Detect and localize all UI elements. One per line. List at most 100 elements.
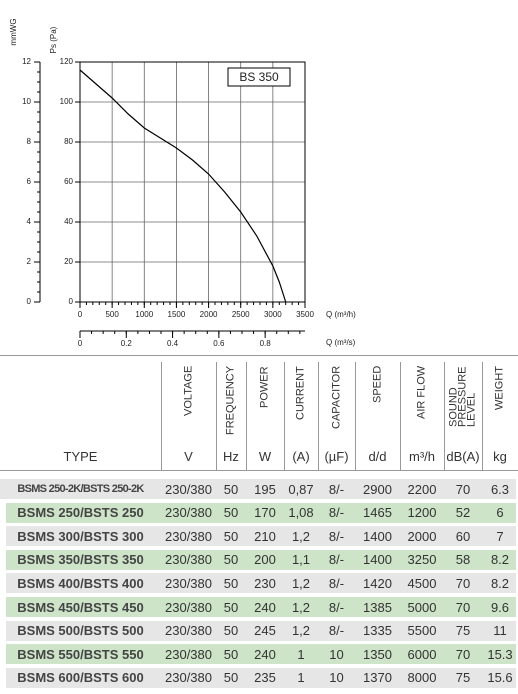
column-unit: m³/h (409, 448, 435, 464)
table-cell: 5500 (407, 623, 437, 639)
table-cell: 1,2 (291, 528, 311, 544)
table-cell: 230/380 (165, 552, 212, 568)
table-row (0, 479, 516, 499)
table-cell: 1,1 (291, 552, 311, 568)
y-tick-label: 40 (64, 217, 73, 226)
table-cell: 70 (455, 646, 471, 662)
divider (444, 362, 445, 470)
table-cell: 1,2 (291, 575, 311, 591)
divider (482, 362, 483, 470)
column-header: SOUND PRESSURE LEVEL (447, 366, 478, 427)
x-tick-label: 2000 (200, 310, 218, 319)
table-cell: 8.2 (490, 575, 510, 591)
table-cell: BSMS 250/BSTS 250 (17, 505, 144, 521)
table-cell: 1385 (363, 599, 392, 615)
rule (0, 470, 518, 471)
table-row (6, 597, 516, 617)
column-unit: Hz (223, 448, 239, 464)
x2-tick-label: 0.8 (260, 339, 272, 348)
table-cell: 1,08 (288, 505, 314, 521)
table-cell: 230 (254, 575, 276, 591)
y-tick-label: 120 (60, 57, 74, 66)
table-row (6, 644, 516, 665)
divider (161, 362, 162, 470)
x-label: Q (m³/h) (326, 310, 356, 319)
table-cell: 11 (493, 623, 507, 639)
y2-label: mmWG (9, 18, 18, 45)
table-cell: 8/- (328, 552, 345, 568)
column-header: AIR FLOW (415, 366, 428, 420)
column-header: FREQUENCY (224, 366, 237, 436)
column-unit: kg (493, 448, 507, 464)
table-cell: 1400 (363, 528, 392, 544)
table-cell: 1 (297, 670, 305, 686)
table-cell: 1200 (407, 505, 437, 521)
divider (355, 362, 356, 470)
table-cell: 230/380 (165, 623, 212, 639)
y-tick-label: 80 (64, 137, 73, 146)
table-cell: BSMS 300/BSTS 300 (17, 528, 144, 544)
table-cell: 6 (496, 505, 504, 521)
table-cell: BSMS 500/BSTS 500 (17, 623, 144, 639)
y2-tick-label: 6 (27, 177, 32, 186)
table-cell: 1,2 (291, 623, 311, 639)
table-cell: 2200 (407, 481, 437, 497)
table-cell: 75 (455, 670, 471, 686)
table-row (6, 526, 516, 547)
table-cell: BSMS 600/BSTS 600 (17, 670, 144, 686)
table-cell: 230/380 (165, 528, 212, 544)
table-cell: 2000 (407, 528, 437, 544)
table-cell: 50 (223, 552, 239, 568)
x-tick-label: 3500 (296, 310, 314, 319)
table-cell: 1335 (363, 623, 392, 639)
table-cell: 50 (223, 528, 239, 544)
x2-tick-label: 0.6 (213, 339, 225, 348)
column-header: CAPACITOR (330, 366, 342, 430)
y-label: Ps (Pa) (49, 26, 58, 53)
table-cell: 50 (223, 599, 239, 615)
chart: mmWG Ps (Pa) Q (m³/h) Q (m³/s) 020406080… (9, 18, 356, 348)
table-cell: 0,87 (288, 481, 314, 497)
divider (400, 362, 401, 470)
column-header: POWER (258, 366, 271, 408)
table-cell: BSMS 400/BSTS 400 (17, 575, 144, 591)
x-tick-label: 1000 (135, 310, 153, 319)
y2-tick-label: 8 (27, 137, 32, 146)
table-cell: 50 (223, 623, 239, 639)
x-tick-label: 1500 (168, 310, 186, 319)
table-cell: 1,2 (291, 599, 311, 615)
x2-tick-label: 0.4 (167, 339, 179, 348)
column-unit: d/d (368, 448, 387, 464)
column-unit: V (184, 448, 193, 464)
plot-frame (79, 61, 306, 303)
table-cell: BSMS 450/BSTS 450 (17, 599, 144, 615)
y-tick-label: 20 (64, 257, 73, 266)
x2-tick-label: 0.2 (121, 339, 133, 348)
table-cell: 8/- (328, 505, 345, 521)
y2-tick-label: 4 (27, 217, 32, 226)
table-cell: 8/- (328, 528, 345, 544)
table-cell: 50 (223, 505, 239, 521)
table-cell: 70 (455, 481, 471, 497)
table-cell: 9.6 (490, 599, 510, 615)
divider (318, 362, 319, 470)
column-header: CURRENT (294, 366, 307, 420)
table-row (6, 549, 516, 570)
table-cell: 10 (329, 670, 344, 686)
table-cell: 75 (455, 623, 471, 639)
x-tick-label: 0 (78, 310, 83, 319)
table-cell: BSMS 350/BSTS 350 (17, 552, 144, 568)
table-row (6, 573, 516, 594)
table-cell: 5000 (407, 599, 437, 615)
table-cell: 230/380 (165, 646, 212, 662)
table-cell: 1350 (363, 646, 392, 662)
table-cell: 50 (223, 646, 239, 662)
column-header: SPEED (371, 366, 383, 404)
table-cell: 60 (455, 528, 471, 544)
table-cell: 235 (254, 670, 276, 686)
table-cell: 70 (455, 599, 471, 615)
table-cell: 52 (455, 505, 471, 521)
table-cell: 4500 (407, 575, 437, 591)
table-cell: 245 (254, 623, 276, 639)
column-unit: W (258, 448, 272, 464)
